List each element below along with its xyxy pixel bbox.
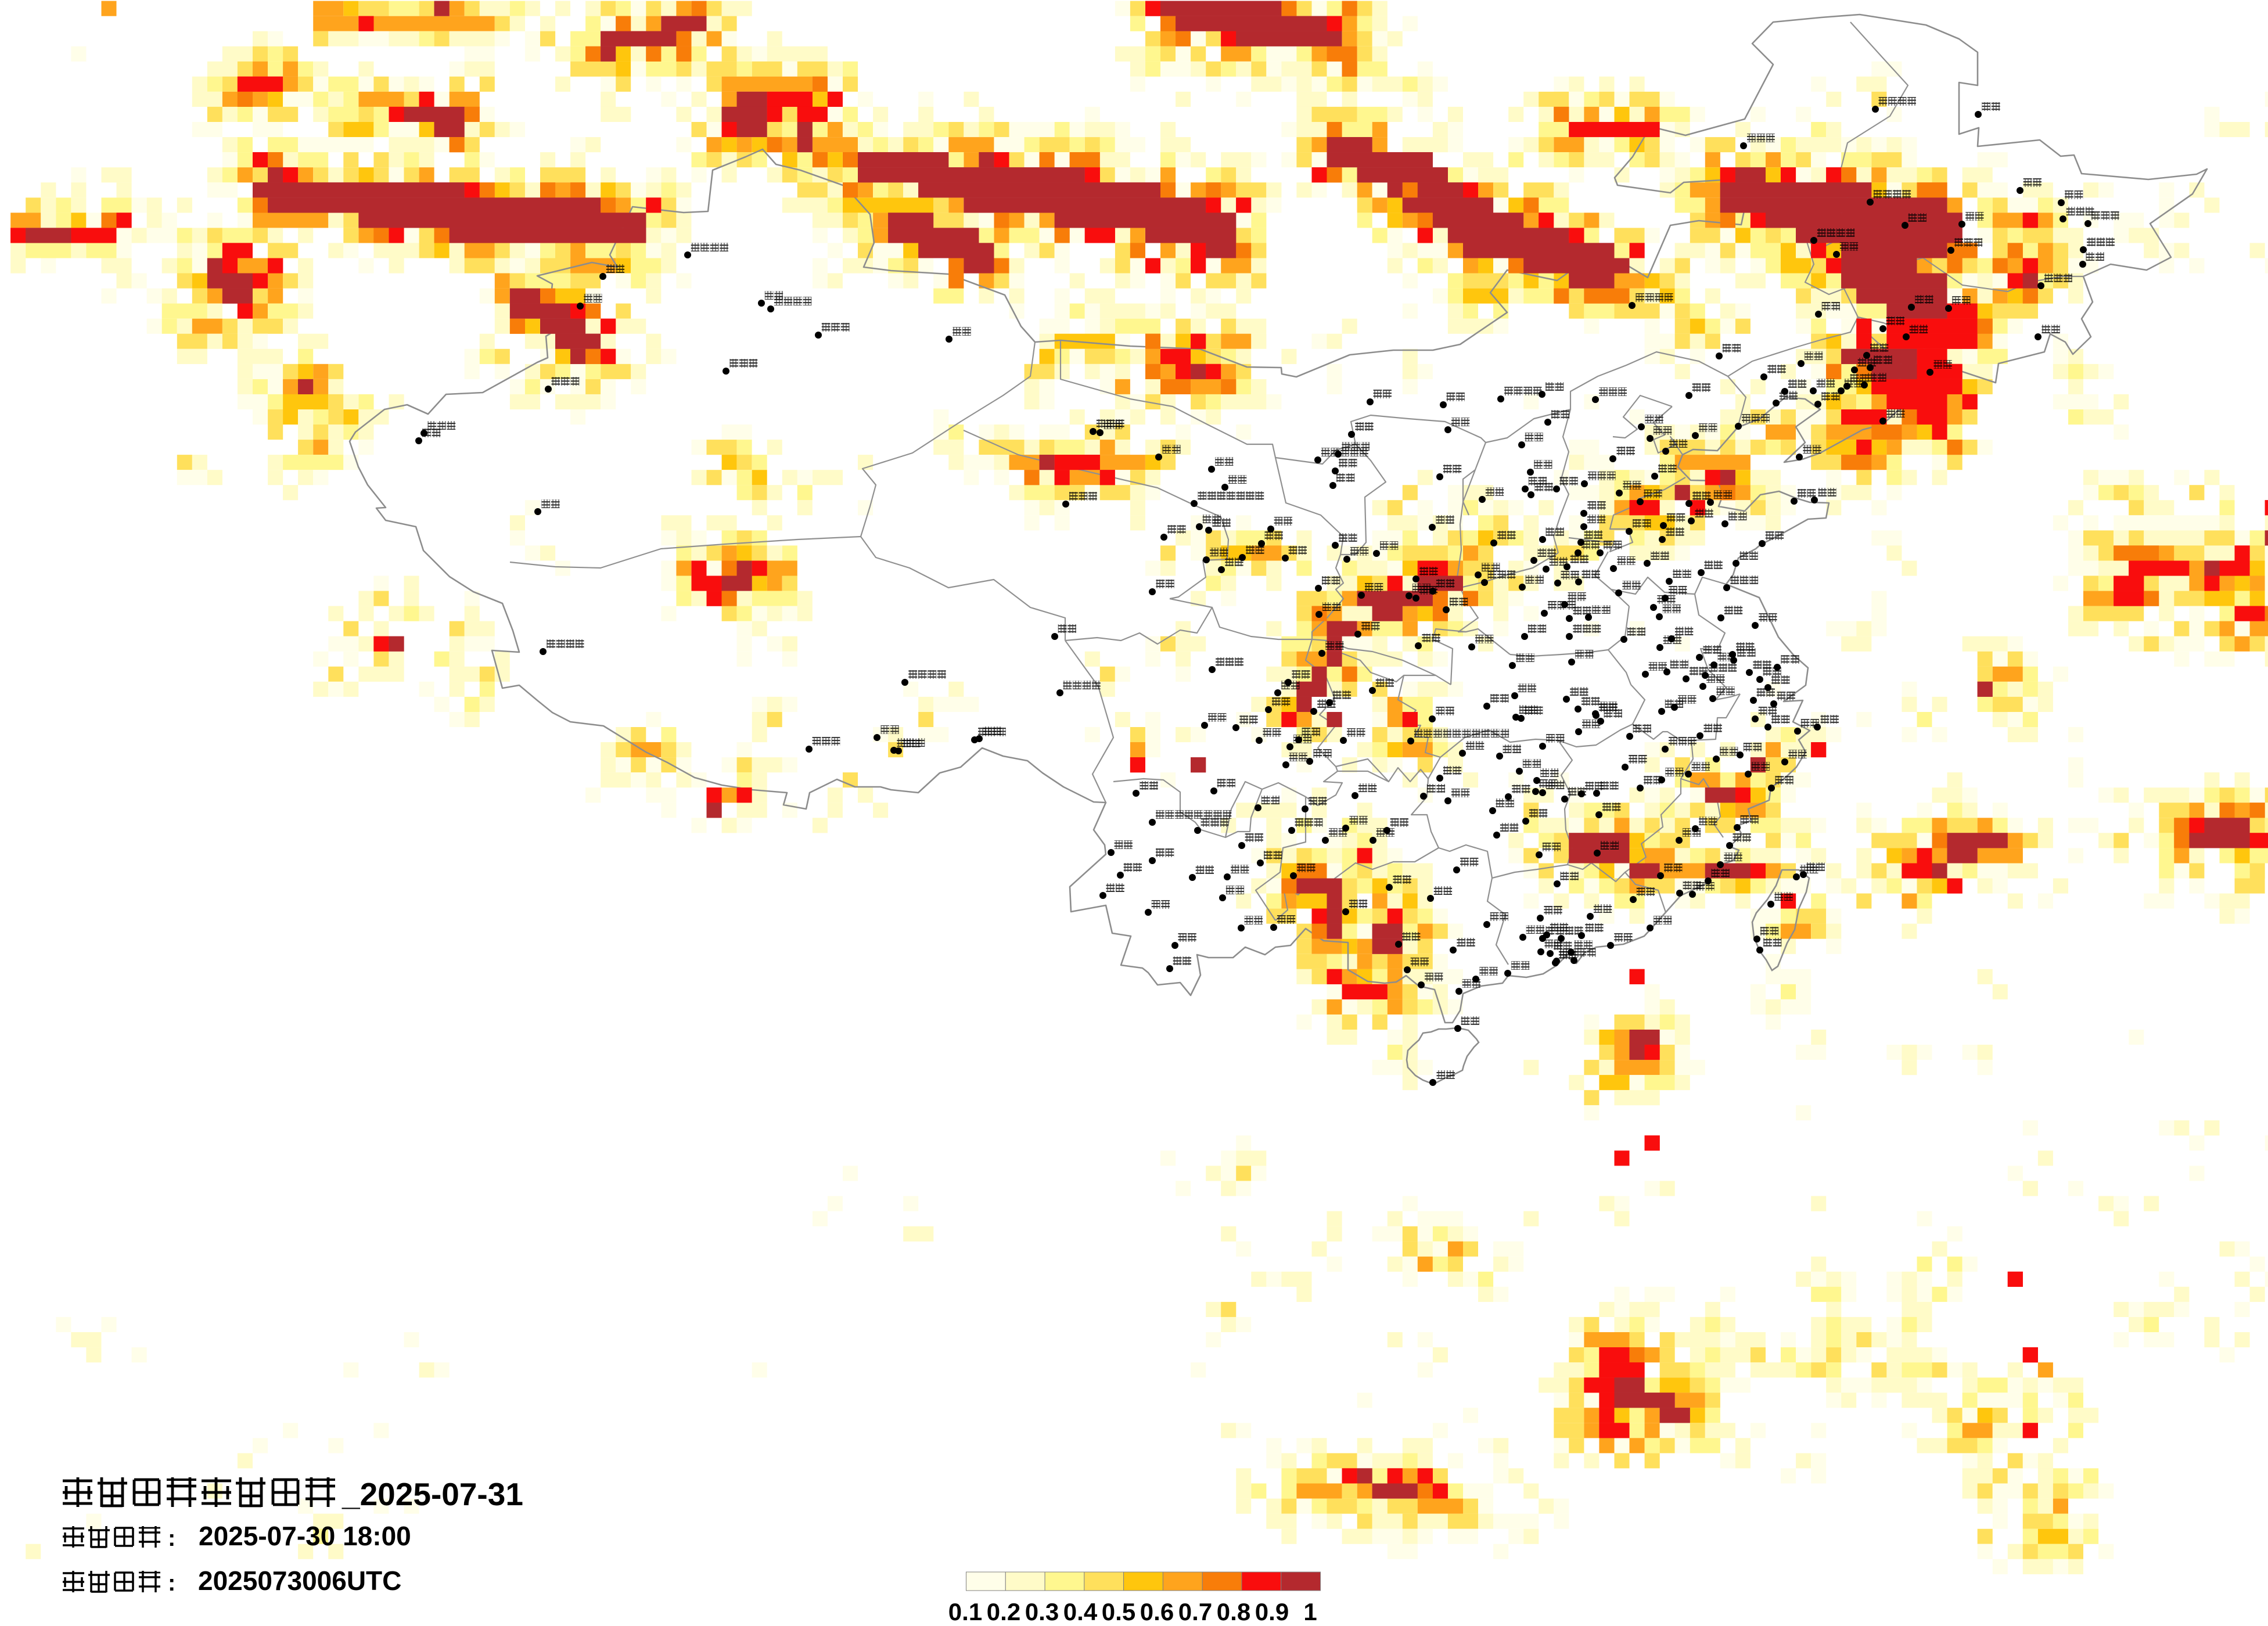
- svg-text:2025073006UTC: 2025073006UTC: [198, 1566, 401, 1596]
- svg-text::: :: [168, 1526, 175, 1551]
- svg-text:0.8: 0.8: [1217, 1598, 1250, 1625]
- svg-text:0.1: 0.1: [948, 1598, 982, 1625]
- svg-text::: :: [168, 1570, 175, 1596]
- svg-text:0.6: 0.6: [1140, 1598, 1174, 1625]
- svg-text:0.7: 0.7: [1178, 1598, 1212, 1625]
- svg-text:0.3: 0.3: [1025, 1598, 1059, 1625]
- svg-text:0.4: 0.4: [1063, 1598, 1098, 1625]
- svg-text:0.5: 0.5: [1102, 1598, 1135, 1625]
- svg-text:0.2: 0.2: [987, 1598, 1020, 1625]
- svg-text:0.9: 0.9: [1255, 1598, 1289, 1625]
- svg-text:2025-07-30 18:00: 2025-07-30 18:00: [199, 1521, 411, 1551]
- svg-text:1: 1: [1303, 1598, 1317, 1625]
- svg-text:_2025-07-31: _2025-07-31: [342, 1476, 523, 1512]
